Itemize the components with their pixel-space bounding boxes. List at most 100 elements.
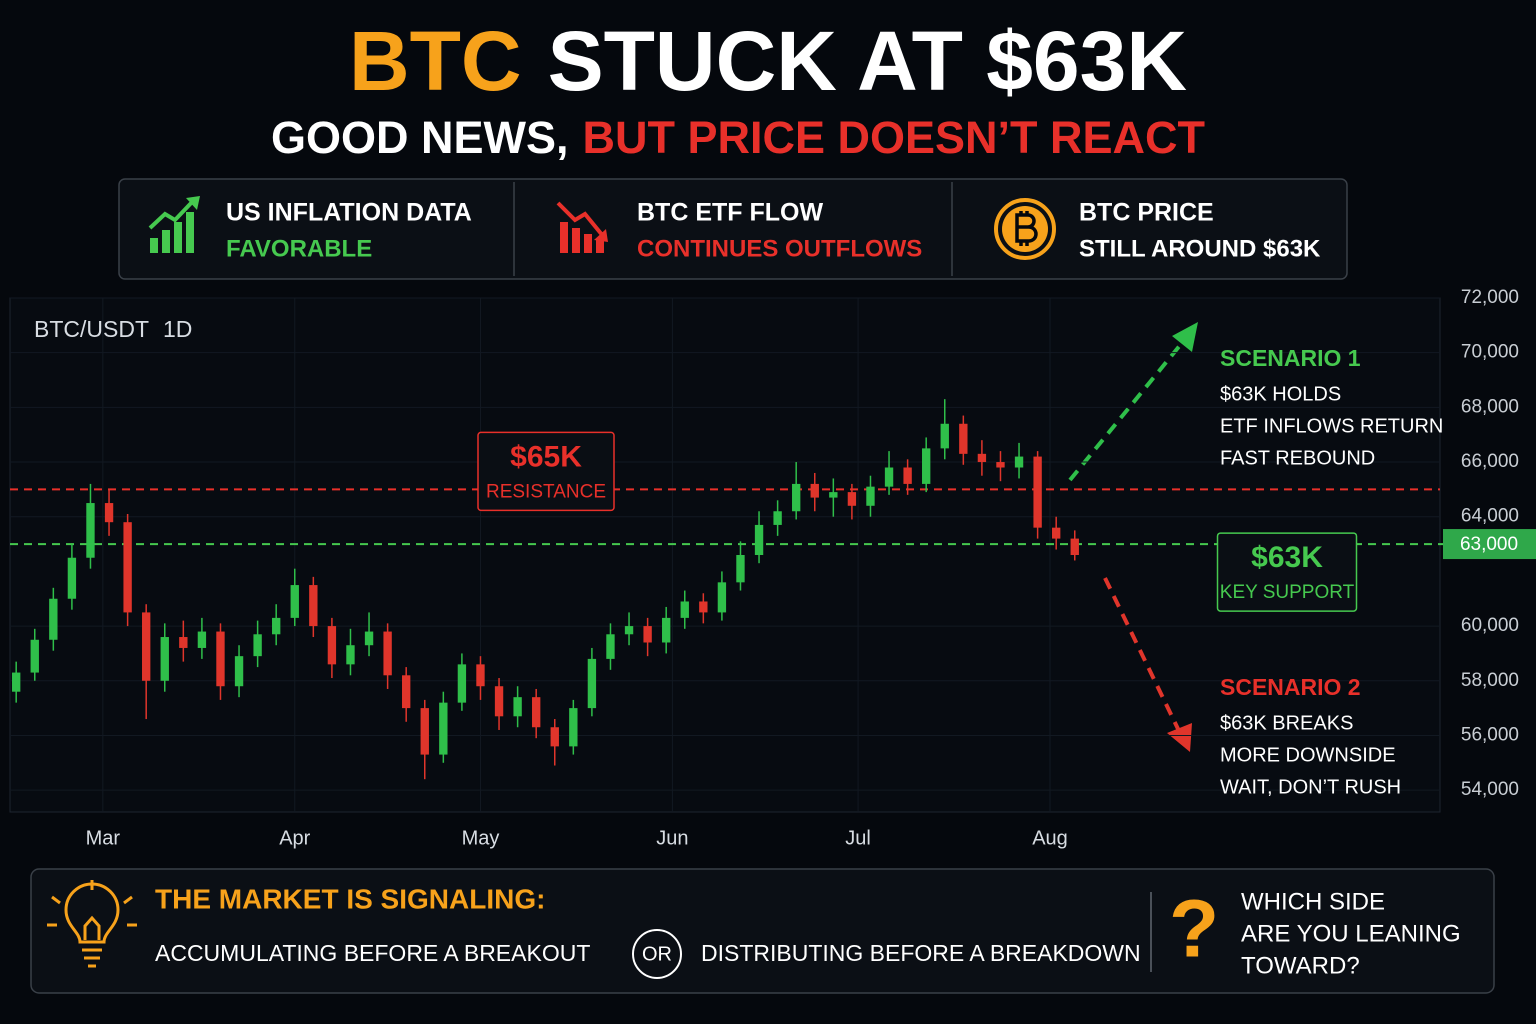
- candle-body: [49, 598, 58, 640]
- subheadline-white: GOOD NEWS,: [271, 112, 569, 163]
- candle-body: [513, 697, 522, 717]
- subheadline-red: BUT PRICE DOESN’T REACT: [582, 112, 1205, 163]
- candle-body: [104, 503, 114, 523]
- level-label: $65K: [510, 440, 582, 473]
- candle-body: [476, 664, 485, 687]
- chart-symbol: BTC/USDT 1D: [34, 316, 192, 342]
- candle-body: [160, 637, 169, 681]
- scenario-title: SCENARIO 1: [1220, 345, 1361, 371]
- candle-body: [550, 727, 559, 747]
- card-title: BTC ETF FLOW: [637, 199, 823, 227]
- question-mark: ?: [1169, 884, 1219, 975]
- candle-body: [364, 631, 374, 646]
- scenario-line: FAST REBOUND: [1220, 447, 1375, 469]
- arrow-down: [1103, 577, 1192, 752]
- candle-body: [457, 664, 467, 703]
- candle-body: [884, 467, 894, 487]
- candle-body: [996, 462, 1005, 468]
- candle-body: [346, 645, 355, 665]
- footer-panel: [30, 868, 1495, 994]
- arrow-up: [1068, 322, 1198, 482]
- y-tick-label: 58,000: [1461, 670, 1519, 691]
- card-status: FAVORABLE: [226, 235, 372, 262]
- question-line: TOWARD?: [1241, 952, 1360, 979]
- level-note: KEY SUPPORT: [1220, 582, 1355, 603]
- x-tick-label: Jun: [656, 827, 688, 849]
- candle-body: [327, 626, 337, 665]
- icon-decline: [556, 201, 608, 253]
- scenario-title: SCENARIO 2: [1220, 674, 1361, 700]
- scenario-line: ETF INFLOWS RETURN: [1220, 415, 1443, 437]
- y-tick-label: 56,000: [1461, 724, 1519, 745]
- question-line: WHICH SIDE: [1241, 888, 1385, 915]
- card-status: CONTINUES OUTFLOWS: [637, 235, 922, 262]
- candle-body: [754, 524, 764, 555]
- candle-body: [922, 448, 931, 484]
- chart-frame: [9, 297, 1441, 813]
- headline: BTC STUCK AT $63K: [349, 14, 1187, 108]
- candle-body: [643, 626, 652, 643]
- candle-body: [123, 522, 132, 613]
- candle-body: [773, 511, 782, 525]
- candle-body: [1033, 456, 1042, 528]
- candle-body: [30, 639, 39, 673]
- candle-body: [86, 503, 95, 558]
- candle-body: [680, 601, 689, 618]
- candle-body: [829, 492, 838, 498]
- y-tick-label: 60,000: [1461, 615, 1519, 636]
- y-tick-label: 68,000: [1461, 396, 1519, 417]
- icon-bitcoin: [994, 198, 1056, 260]
- candle-body: [494, 686, 504, 717]
- y-tick-label: 70,000: [1461, 342, 1519, 363]
- icon-lightbulb: [47, 880, 137, 968]
- y-tick-label: 54,000: [1461, 779, 1519, 800]
- scenario-line: WAIT, DON’T RUSH: [1220, 776, 1401, 798]
- candle-body: [977, 453, 987, 463]
- candle-body: [1014, 456, 1024, 468]
- subheadline: GOOD NEWS, BUT PRICE DOESN’T REACT: [271, 112, 1205, 163]
- headline-main: STUCK AT $63K: [548, 14, 1187, 108]
- candle-body: [699, 601, 708, 613]
- scenario-line: $63K HOLDS: [1220, 383, 1341, 405]
- candle-body: [67, 557, 77, 599]
- level-note: RESISTANCE: [486, 481, 606, 502]
- candle-body: [792, 483, 801, 512]
- cards-panel: [118, 178, 1348, 280]
- candle-body: [1070, 538, 1079, 555]
- candle-body: [587, 658, 597, 709]
- candle-body: [810, 483, 819, 498]
- candle-body: [569, 708, 578, 747]
- y-tick-label: 66,000: [1461, 451, 1519, 472]
- option-b: DISTRIBUTING BEFORE A BREAKDOWN: [701, 940, 1141, 966]
- card-title: US INFLATION DATA: [226, 199, 472, 227]
- question-line: ARE YOU LEANING: [1241, 920, 1461, 947]
- or-circle: [632, 929, 682, 979]
- candle-body: [272, 617, 281, 635]
- y-tick-label: 72,000: [1461, 287, 1519, 308]
- candle-body: [290, 585, 299, 618]
- candle-body: [197, 631, 207, 648]
- candle-body: [736, 555, 745, 583]
- candle-body: [402, 675, 411, 709]
- candle-body: [142, 612, 151, 681]
- level-label: $63K: [1251, 541, 1323, 574]
- option-a: ACCUMULATING BEFORE A BREAKOUT: [155, 940, 590, 966]
- candle-body: [420, 708, 429, 755]
- card-status: STILL AROUND $63K: [1079, 235, 1321, 262]
- level-box: [1216, 532, 1358, 612]
- y-tick-label: 64,000: [1461, 506, 1519, 527]
- candle-body: [179, 637, 188, 648]
- price-tag: [1443, 529, 1536, 560]
- candle-body: [234, 656, 244, 687]
- candle-body: [903, 467, 912, 484]
- candle-body: [940, 423, 949, 449]
- price-tag-label: 63,000: [1460, 534, 1518, 555]
- candle-body: [253, 634, 262, 657]
- candle-body: [216, 631, 225, 687]
- scenario-line: $63K BREAKS: [1220, 712, 1353, 734]
- headline-accent: BTC: [349, 14, 522, 108]
- level-box: [477, 431, 615, 512]
- candle-body: [12, 672, 21, 692]
- candle-body: [847, 492, 857, 506]
